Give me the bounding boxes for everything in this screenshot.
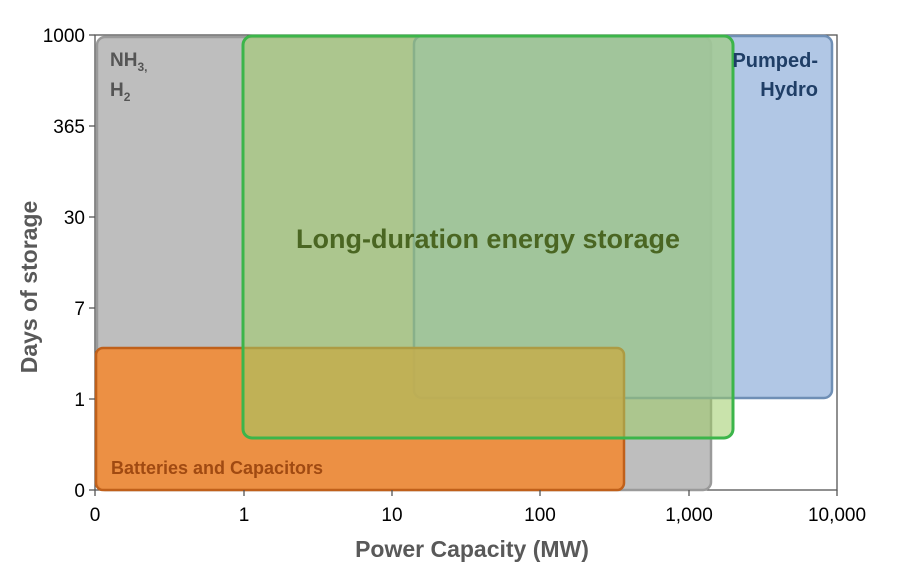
x-axis-title: Power Capacity (MW) xyxy=(355,536,589,562)
x-tick-label: 10,000 xyxy=(808,505,866,526)
y-axis-title: Days of storage xyxy=(16,201,42,374)
y-tick-label: 1 xyxy=(74,390,85,411)
label-long-duration: Long-duration energy storage xyxy=(296,224,680,254)
label-batteries: Batteries and Capacitors xyxy=(111,458,323,478)
x-tick-label: 0 xyxy=(90,505,101,526)
x-tick-label: 100 xyxy=(524,505,556,526)
y-axis: 0 1 7 30 365 1000 xyxy=(43,26,95,502)
x-tick-label: 1 xyxy=(239,505,250,526)
y-tick-label: 7 xyxy=(74,299,85,320)
label-pumped: Pumped- xyxy=(732,50,818,72)
x-tick-label: 1,000 xyxy=(665,505,713,526)
y-tick-label: 1000 xyxy=(43,26,85,47)
label-hydro: Hydro xyxy=(760,79,818,101)
y-tick-label: 30 xyxy=(64,208,85,229)
x-tick-label: 10 xyxy=(381,505,402,526)
y-tick-label: 0 xyxy=(74,481,85,502)
label-h2: H2 xyxy=(110,80,131,104)
region-long-duration xyxy=(241,34,735,440)
x-axis: 0 1 10 100 1,000 10,000 xyxy=(90,490,866,526)
y-tick-label: 365 xyxy=(53,117,85,138)
label-nh3: NH3, xyxy=(110,50,147,74)
